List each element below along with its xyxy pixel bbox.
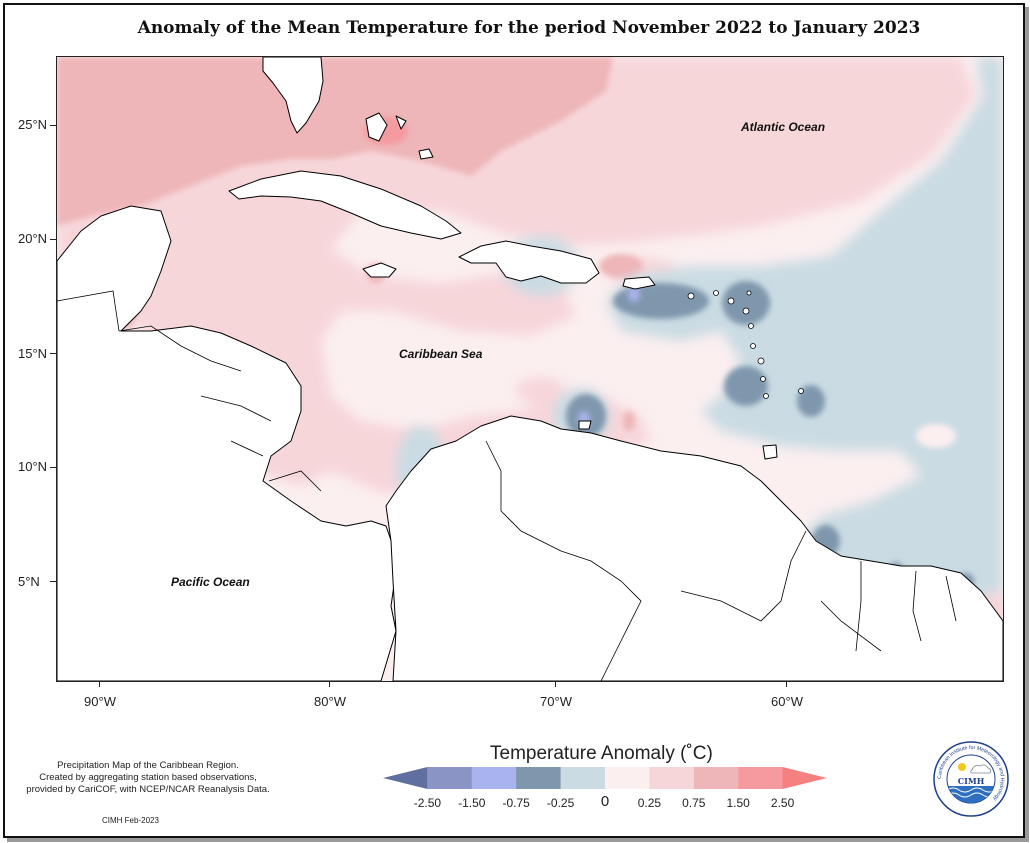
land-trinidad	[762, 444, 778, 460]
data-source-note: Precipitation Map of the Caribbean Regio…	[8, 760, 288, 796]
land-bahamas	[365, 112, 388, 142]
legend-swatch	[516, 767, 562, 789]
x-tick-label-60w: 60°W	[771, 694, 803, 709]
land-masses	[57, 57, 1003, 681]
logo-emblem	[947, 763, 995, 803]
legend-swatch	[693, 767, 739, 789]
legend-swatch	[782, 767, 827, 789]
note-line-1: Precipitation Map of the Caribbean Regio…	[57, 760, 239, 771]
x-tick	[555, 681, 556, 687]
country-borders	[57, 290, 957, 681]
y-tick-label-10n: 10°N	[18, 459, 48, 474]
y-tick-label-20n: 20°N	[18, 231, 48, 246]
logo-acronym: CIMH	[958, 776, 985, 786]
label-caribbean-sea: Caribbean Sea	[399, 347, 483, 361]
x-tick	[99, 681, 100, 687]
legend-tick-label: 0.25	[637, 796, 662, 810]
map-title: Anomaly of the Mean Temperature for the …	[137, 18, 921, 38]
legend-tick-label: -0.25	[546, 796, 575, 810]
y-tick	[50, 467, 56, 468]
anomaly-spot-neutral	[916, 424, 956, 448]
legend-tick-label: -2.50	[413, 796, 442, 810]
land-puerto-rico	[622, 276, 656, 290]
lesser-antilles	[687, 290, 804, 399]
y-tick-label-5n: 5°N	[18, 574, 40, 589]
y-tick	[50, 239, 56, 240]
y-tick	[50, 125, 56, 126]
label-atlantic-ocean: Atlantic Ocean	[740, 120, 825, 134]
legend-swatch	[560, 767, 606, 789]
legend-colorbar	[383, 767, 827, 789]
x-tick-label-70w: 70°W	[540, 694, 572, 709]
legend-swatch	[471, 767, 517, 789]
legend-tick-label: 2.50	[770, 796, 795, 810]
land-bahamas-small	[395, 115, 407, 130]
legend-swatch	[738, 767, 784, 789]
legend-title: Temperature Anomaly (˚C)	[490, 743, 713, 764]
credit-label: CIMH Feb-2023	[102, 816, 159, 825]
land-florida	[262, 57, 324, 134]
land-jamaica	[362, 262, 397, 278]
legend-tick-label: 0	[600, 793, 610, 810]
cimh-logo: Caribbean Institute for Meteorology and …	[933, 741, 1009, 817]
label-pacific-ocean: Pacific Ocean	[171, 575, 250, 589]
y-tick-label-25n: 25°N	[18, 117, 48, 132]
legend-tick-label: 0.75	[682, 796, 706, 810]
y-tick	[50, 581, 56, 582]
sun-icon	[958, 763, 966, 771]
land-hispaniola	[458, 240, 600, 284]
land-cuba	[228, 170, 462, 240]
legend-tick-label: 1.50	[726, 796, 750, 810]
x-tick	[786, 681, 787, 687]
land-south-america	[385, 415, 1003, 681]
note-line-3: provided by CariCOF, with NCEP/NCAR Rean…	[26, 784, 270, 795]
legend-swatch	[427, 767, 473, 789]
cloud-icon	[970, 764, 992, 774]
legend-swatch	[649, 767, 695, 789]
legend-swatch	[383, 767, 428, 789]
land-bahamas-south	[418, 148, 434, 160]
legend-swatch	[605, 767, 650, 789]
land-curacao	[578, 420, 592, 430]
note-line-2: Created by aggregating station based obs…	[39, 772, 257, 783]
y-tick	[50, 353, 56, 354]
anomaly-map: Atlantic Ocean Caribbean Sea Pacific Oce…	[57, 57, 1003, 681]
legend-tick-label: -0.75	[502, 796, 530, 810]
x-tick-label-90w: 90°W	[84, 694, 116, 709]
legend-tick-label: -1.50	[458, 796, 486, 810]
map-panel: Atlantic Ocean Caribbean Sea Pacific Oce…	[56, 56, 1004, 682]
x-tick	[329, 681, 330, 687]
y-tick-label-15n: 15°N	[18, 346, 48, 361]
x-tick-label-80w: 80°W	[314, 694, 346, 709]
